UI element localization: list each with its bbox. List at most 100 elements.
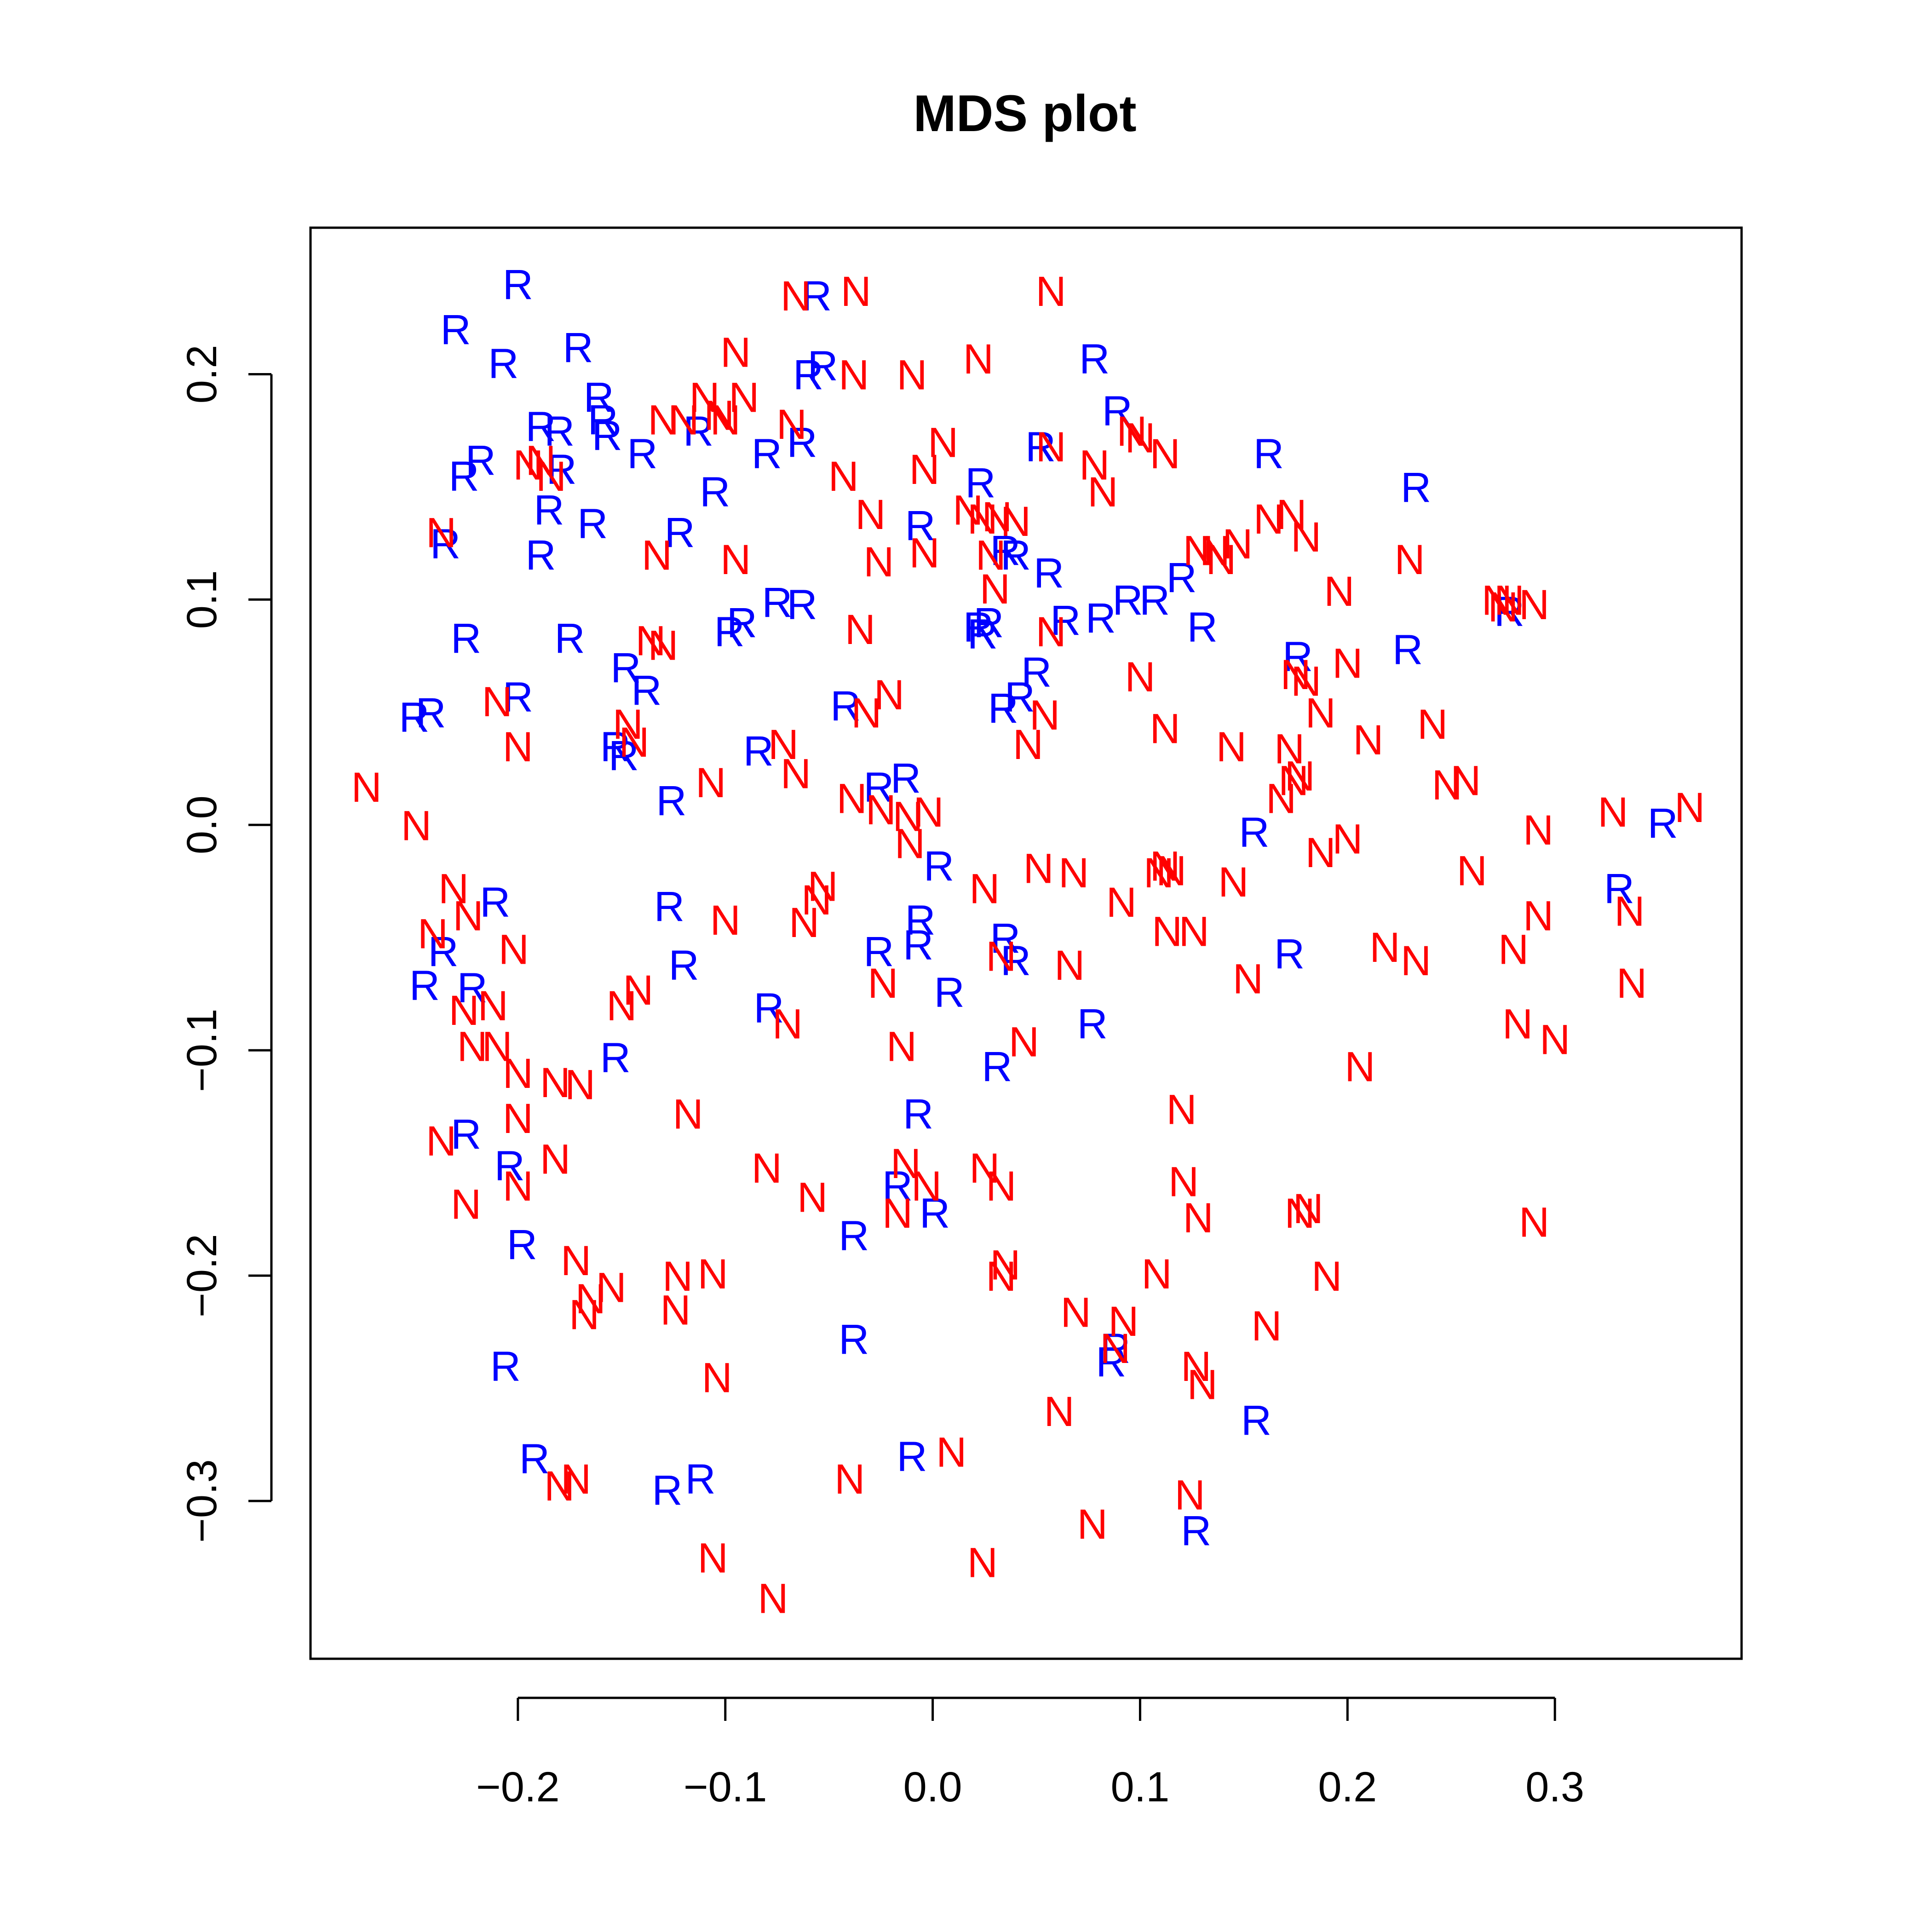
point-n: N	[438, 865, 469, 912]
point-n: N	[1293, 1185, 1323, 1232]
point-r: R	[428, 929, 458, 976]
x-tick-label: 0.3	[1525, 1764, 1584, 1811]
point-n: N	[448, 987, 479, 1034]
point-n: N	[351, 764, 382, 811]
point-n: N	[561, 1237, 591, 1284]
point-r: R	[430, 521, 460, 568]
point-n: N	[1488, 584, 1518, 631]
point-n: N	[702, 1355, 732, 1402]
point-r: R	[683, 408, 713, 455]
x-tick-label: 0.2	[1318, 1764, 1377, 1811]
point-n: N	[953, 487, 983, 534]
point-n: N	[1181, 1343, 1211, 1390]
point-n: N	[801, 877, 832, 924]
point-n: N	[729, 374, 759, 421]
point-n: N	[1519, 1199, 1549, 1246]
point-n: N	[1116, 408, 1147, 455]
point-n: N	[1251, 1303, 1282, 1350]
point-r: R	[519, 1436, 550, 1483]
point-n: N	[1291, 514, 1321, 561]
point-r: R	[863, 929, 894, 976]
point-r: R	[1604, 865, 1634, 912]
point-r: R	[787, 419, 817, 466]
point-r: R	[700, 469, 730, 516]
point-n: N	[662, 1253, 693, 1300]
point-r: R	[839, 1213, 869, 1259]
point-r: R	[1025, 424, 1056, 471]
point-n: N	[1144, 850, 1174, 897]
point-n: N	[1502, 1000, 1533, 1047]
point-r: R	[668, 942, 699, 989]
point-n: N	[1305, 829, 1336, 876]
point-r: R	[534, 487, 564, 534]
point-r: R	[656, 777, 686, 824]
point-r: R	[480, 879, 510, 926]
point-n: N	[928, 419, 958, 466]
point-r: R	[801, 273, 832, 320]
point-r: R	[1392, 627, 1423, 673]
point-n: N	[540, 1136, 570, 1183]
y-tick-label: −0.3	[178, 1459, 225, 1543]
point-r: R	[631, 667, 661, 714]
point-n: N	[536, 453, 566, 500]
point-n: N	[482, 1023, 512, 1070]
point-n: N	[1311, 1253, 1342, 1300]
plot-frame	[309, 226, 1743, 1660]
point-r: R	[1139, 577, 1170, 624]
point-n: N	[1324, 568, 1354, 615]
point-n: N	[1218, 859, 1248, 906]
point-r: R	[1100, 1325, 1130, 1372]
point-r: R	[830, 683, 861, 730]
point-r: R	[546, 446, 576, 493]
point-n: N	[668, 397, 699, 443]
point-r: R	[652, 1467, 682, 1514]
point-n: N	[575, 1276, 605, 1322]
point-r: R	[544, 408, 575, 455]
point-r: R	[963, 604, 994, 651]
point-n: N	[834, 1456, 865, 1503]
point-r: R	[1241, 1397, 1271, 1444]
point-n: N	[623, 967, 653, 1014]
point-n: N	[986, 1253, 1016, 1300]
point-n: N	[648, 622, 678, 669]
point-n: N	[1044, 1388, 1074, 1435]
point-n: N	[1106, 879, 1137, 926]
point-n: N	[1168, 1158, 1199, 1205]
point-n: N	[886, 1023, 917, 1070]
point-r: R	[440, 306, 471, 353]
point-n: N	[776, 401, 807, 448]
point-n: N	[1023, 845, 1053, 892]
point-n: N	[986, 1163, 1016, 1210]
point-r: R	[1005, 674, 1035, 721]
y-tick-label: −0.1	[178, 1008, 225, 1092]
point-n: N	[503, 1050, 533, 1097]
point-n: N	[613, 701, 643, 748]
point-n: N	[1494, 577, 1524, 624]
point-n: N	[1087, 469, 1118, 516]
point-r: R	[714, 609, 745, 656]
point-n: N	[596, 1265, 627, 1311]
chart-title: MDS plot	[913, 85, 1136, 142]
point-n: N	[891, 1140, 921, 1187]
point-r: R	[409, 962, 440, 1009]
point-n: N	[457, 1023, 487, 1070]
point-r: R	[982, 1044, 1012, 1091]
point-n: N	[1345, 1044, 1375, 1091]
point-r: R	[685, 1456, 715, 1503]
point-r: R	[1647, 800, 1678, 847]
point-n: N	[453, 892, 483, 939]
point-n: N	[1284, 1190, 1315, 1237]
point-n: N	[982, 494, 1012, 540]
x-tick-label: −0.1	[684, 1764, 767, 1811]
point-n: N	[913, 789, 943, 836]
point-n: N	[540, 1059, 570, 1106]
point-r: R	[1077, 1000, 1108, 1047]
point-n: N	[648, 397, 678, 443]
point-n: N	[710, 897, 741, 944]
point-n: N	[503, 1095, 533, 1142]
point-n: N	[1035, 609, 1066, 656]
point-n: N	[418, 910, 448, 957]
point-n: N	[969, 865, 1000, 912]
point-n: N	[606, 983, 637, 1029]
